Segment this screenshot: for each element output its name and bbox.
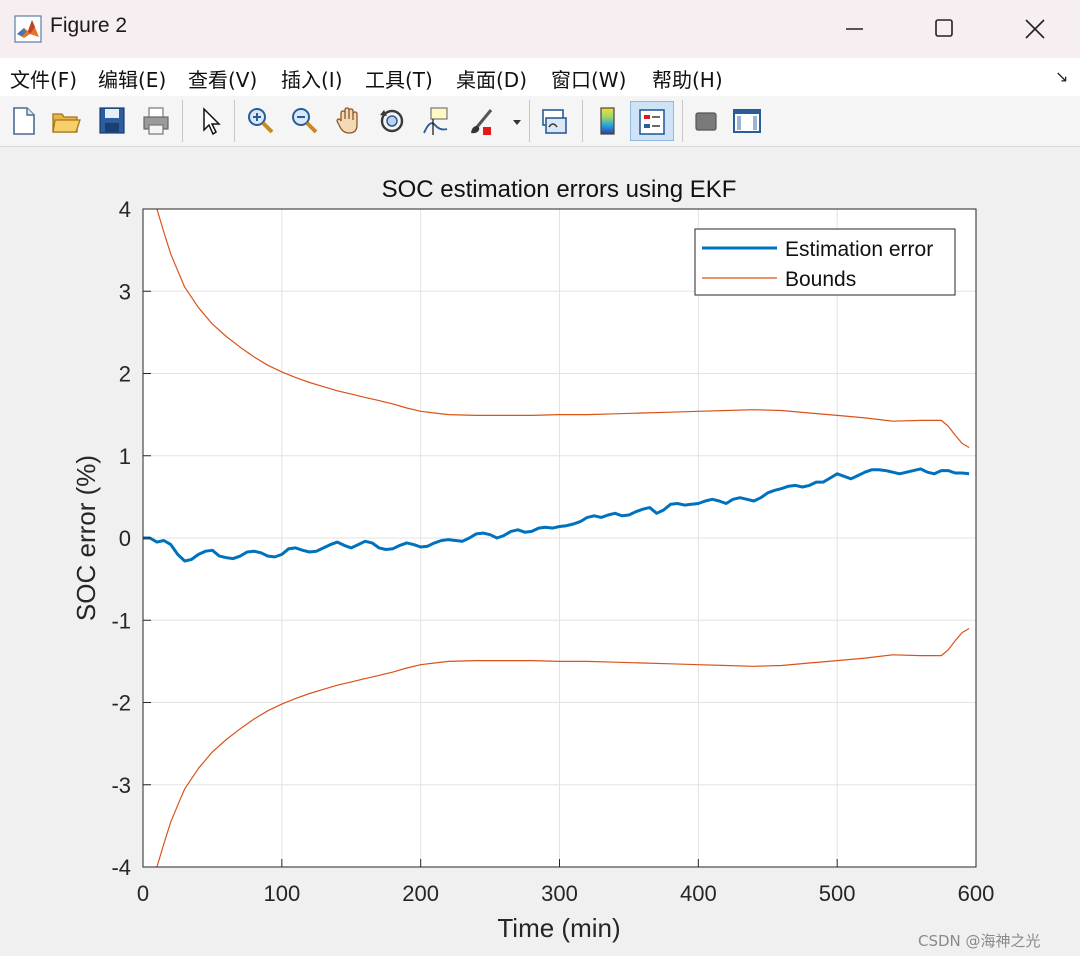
brush-icon xyxy=(471,109,493,135)
legend-box xyxy=(694,228,956,296)
x-tick-label: 0 xyxy=(137,881,149,906)
grid-lines xyxy=(143,209,976,867)
save-button[interactable] xyxy=(94,101,130,141)
window-title: Figure 2 xyxy=(50,14,128,37)
toolbar-separator xyxy=(582,100,583,142)
zoom-out-button[interactable] xyxy=(286,101,322,141)
pan-button[interactable] xyxy=(330,101,366,141)
menu-edit[interactable]: 编辑(E) xyxy=(98,68,167,92)
x-tick-label: 300 xyxy=(541,881,578,906)
legend-label-bounds: Bounds xyxy=(785,268,856,291)
y-tick-label: -4 xyxy=(111,855,131,880)
rotate-3d-button[interactable] xyxy=(374,101,410,141)
bounds-upper-line xyxy=(156,208,970,449)
toolbar-separator xyxy=(529,100,530,142)
x-axis-label: Time (min) xyxy=(497,913,620,943)
x-tick-label: 600 xyxy=(958,881,995,906)
new-figure-button[interactable] xyxy=(6,101,42,141)
minimize-button[interactable] xyxy=(810,0,900,58)
toolbar-separator xyxy=(182,100,183,142)
y-tick-label: -1 xyxy=(111,608,131,633)
x-tick-label: 400 xyxy=(680,881,717,906)
x-tick-label: 500 xyxy=(819,881,856,906)
data-cursor-button[interactable] xyxy=(418,101,454,141)
close-button[interactable] xyxy=(990,0,1080,58)
chevron-down-icon xyxy=(513,120,521,125)
link-plot-icon xyxy=(542,109,567,134)
menu-window[interactable]: 窗口(W) xyxy=(551,68,627,92)
menu-desktop[interactable]: 桌面(D) xyxy=(456,68,528,92)
x-tick-label: 200 xyxy=(402,881,439,906)
maximize-icon xyxy=(935,19,953,37)
y-tick-label: 2 xyxy=(119,362,131,387)
colorbar-icon xyxy=(600,107,615,135)
matlab-logo-icon xyxy=(14,15,42,43)
soc-error-plot[interactable]: 0 100 200 300 400 500 600 4 3 2 1 0 -1 -2 -3 -4 SOC est… xyxy=(0,147,1080,956)
y-tick-label: -3 xyxy=(111,773,131,798)
colorbar-button[interactable] xyxy=(590,101,626,141)
bounds-lower-line xyxy=(156,627,970,868)
y-axis-label: SOC error (%) xyxy=(71,455,101,621)
hide-plot-tools-icon xyxy=(695,112,717,131)
show-plot-tools-button[interactable] xyxy=(728,101,764,141)
menu-file[interactable]: 文件(F) xyxy=(10,68,78,92)
zoom-out-icon xyxy=(292,108,318,134)
show-plot-tools-icon xyxy=(733,109,761,133)
x-tick-label: 100 xyxy=(263,881,300,906)
y-tick-label: 3 xyxy=(119,279,131,304)
legend-icon xyxy=(639,109,665,135)
y-tick-label: 1 xyxy=(119,444,131,469)
save-icon xyxy=(99,107,125,134)
new-figure-icon xyxy=(13,107,35,135)
y-tick-label: -2 xyxy=(111,691,131,716)
title-bar[interactable]: Figure 2 xyxy=(0,0,1080,58)
menu-view[interactable]: 查看(V) xyxy=(188,68,258,92)
zoom-in-icon xyxy=(248,108,274,134)
maximize-button[interactable] xyxy=(900,0,990,58)
print-icon xyxy=(143,107,169,135)
estimation-error-line xyxy=(143,467,970,563)
menu-tools[interactable]: 工具(T) xyxy=(365,68,433,92)
menu-insert[interactable]: 插入(I) xyxy=(281,68,343,92)
brush-button[interactable] xyxy=(464,101,500,141)
link-plot-button[interactable] xyxy=(536,101,572,141)
edit-plot-button[interactable] xyxy=(192,101,228,141)
close-icon xyxy=(1025,19,1045,39)
watermark-text: CSDN @海神之光 xyxy=(918,932,1041,950)
legend[interactable]: Estimation error Bounds xyxy=(694,228,956,296)
pan-hand-icon xyxy=(336,107,358,134)
legend-label-estimation-error: Estimation error xyxy=(785,238,933,261)
open-file-button[interactable] xyxy=(48,101,84,141)
chart-title: SOC estimation errors using EKF xyxy=(382,176,737,203)
menu-bar xyxy=(0,58,1080,96)
toolbar-separator xyxy=(234,100,235,142)
axis-ticks: 0 100 200 300 400 500 600 4 3 2 1 0 -1 -2 -3 -4 xyxy=(111,197,994,906)
hide-plot-tools-button[interactable] xyxy=(688,101,724,141)
y-tick-label: 4 xyxy=(119,197,131,222)
menu-help[interactable]: 帮助(H) xyxy=(652,68,723,92)
open-file-icon xyxy=(52,113,81,133)
series-layer xyxy=(143,208,970,868)
minimize-icon xyxy=(846,28,863,30)
menu-overflow-icon[interactable]: ↘ xyxy=(1055,67,1069,86)
legend-button[interactable] xyxy=(630,101,674,141)
edit-plot-arrow-icon xyxy=(203,107,221,136)
zoom-in-button[interactable] xyxy=(242,101,278,141)
brush-dropdown-button[interactable] xyxy=(508,101,524,141)
toolbar-separator xyxy=(682,100,683,142)
y-tick-label: 0 xyxy=(119,526,131,551)
rotate-3d-icon xyxy=(380,109,404,133)
figure-canvas[interactable]: 0 100 200 300 400 500 600 4 3 2 1 0 -1 -2 -3 -4 SOC est… xyxy=(0,147,1080,956)
data-cursor-icon xyxy=(423,107,448,135)
toolbar xyxy=(0,96,1080,147)
print-button[interactable] xyxy=(138,101,174,141)
